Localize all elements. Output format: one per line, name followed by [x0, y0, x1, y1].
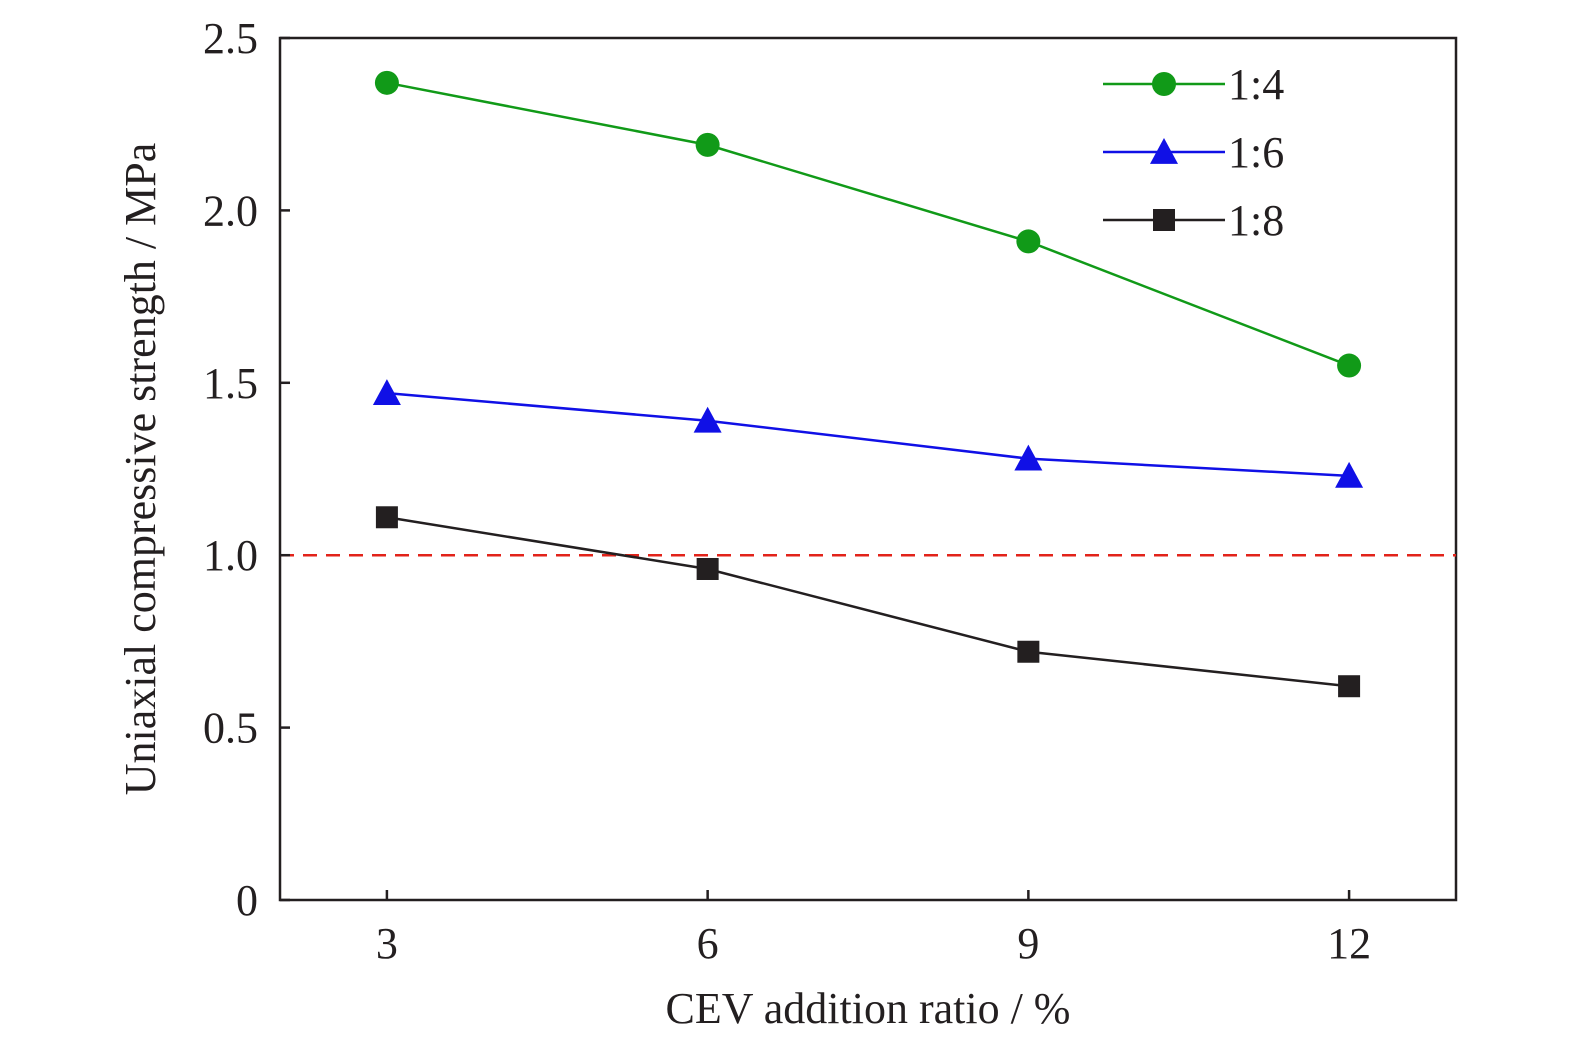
data-point — [374, 70, 399, 95]
data-point — [1014, 444, 1043, 471]
data-point — [696, 557, 719, 580]
plot-frame — [278, 36, 1458, 902]
data-point — [372, 379, 401, 406]
data-point — [1337, 353, 1362, 378]
data-point — [1338, 675, 1361, 698]
x-tick-label: 9 — [1017, 919, 1039, 968]
legend-label: 1:6 — [1228, 128, 1284, 177]
y-tick-label: 2.0 — [203, 186, 258, 235]
legend-marker — [1153, 209, 1175, 231]
legend-marker — [1150, 138, 1178, 164]
data-point — [693, 406, 722, 433]
data-point — [375, 506, 398, 529]
data-point — [1016, 229, 1041, 254]
legend-label: 1:4 — [1228, 60, 1284, 109]
series-line-1 — [386, 81, 1350, 367]
x-axis-title: CEV addition ratio / % — [666, 984, 1071, 1033]
y-tick-label: 0.5 — [203, 704, 258, 753]
y-tick-label: 0 — [236, 876, 258, 925]
y-tick-label: 1.5 — [203, 359, 258, 408]
legend-label: 1:8 — [1228, 196, 1284, 245]
x-tick-label: 6 — [697, 919, 719, 968]
y-tick-label: 1.0 — [203, 531, 258, 580]
x-tick-label: 12 — [1327, 919, 1371, 968]
data-point — [1335, 461, 1364, 488]
data-point — [1017, 640, 1040, 663]
y-tick-label: 2.5 — [203, 14, 258, 63]
y-axis-title: Uniaxial compressive strength / MPa — [116, 143, 165, 796]
legend-marker — [1152, 72, 1176, 96]
data-point — [695, 132, 720, 157]
x-tick-label: 3 — [376, 919, 398, 968]
series-line-3 — [386, 516, 1350, 688]
series-line-2 — [386, 391, 1350, 478]
